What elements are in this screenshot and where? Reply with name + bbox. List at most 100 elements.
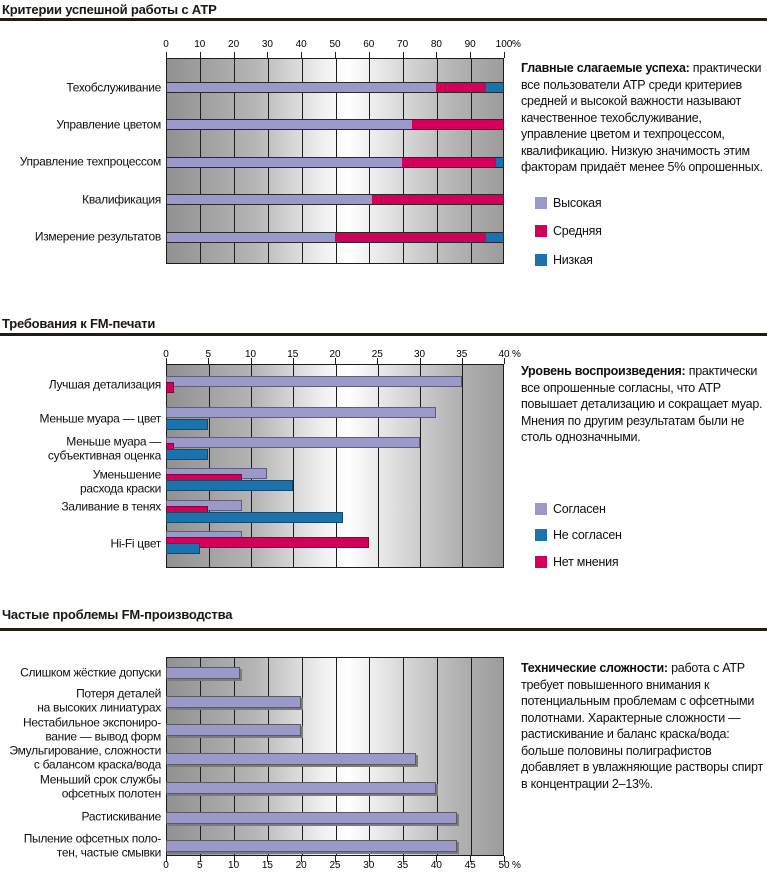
bar-segment-3	[486, 83, 503, 92]
category-label: Растискивание	[81, 809, 162, 824]
bar	[166, 724, 302, 736]
section-rule	[0, 333, 767, 336]
axis-tick-mark	[335, 52, 336, 58]
legend-label: Согласен	[553, 502, 606, 516]
axis-tick-label: 20	[295, 860, 307, 871]
axis-tick-mark	[436, 52, 438, 58]
gridline	[377, 365, 379, 567]
axis-tick-label: 45	[464, 860, 476, 871]
axis-tick-mark	[267, 856, 269, 862]
bar-series-3	[166, 449, 209, 460]
bar-row	[166, 232, 504, 243]
chart-note: Уровень воспроизведения: практически все…	[521, 363, 764, 446]
legend-swatch	[535, 529, 547, 541]
legend-label: Нет мнения	[553, 555, 619, 569]
axis-unit-label: %	[512, 349, 521, 360]
bar	[166, 782, 437, 794]
bar-series-1	[166, 407, 437, 418]
category-label: Потеря деталей на высоких линиатурах	[37, 686, 161, 714]
bar-segment-1	[167, 120, 413, 129]
bar-series-1	[166, 376, 462, 387]
axis-tick-mark	[470, 856, 472, 862]
note-lead: Технические сложности:	[521, 661, 668, 675]
gridline	[470, 658, 472, 855]
axis-tick-label: 35	[397, 860, 409, 871]
axis-tick-label: 5	[205, 349, 212, 360]
bar	[166, 812, 457, 824]
axis-tick-label: 60	[363, 39, 375, 50]
category-label: Измерение результатов	[34, 229, 161, 244]
bar-segment-2	[412, 120, 503, 129]
section-rule	[0, 628, 767, 631]
bar	[166, 840, 457, 852]
category-label: Лучшая детализация	[48, 377, 162, 392]
bar	[166, 667, 241, 679]
bar-segment-2	[335, 233, 487, 242]
bar	[166, 753, 417, 765]
legend-label: Средняя	[553, 224, 602, 238]
bar-segment-1	[167, 233, 335, 242]
category-label: Техобслуживание	[66, 80, 161, 95]
axis-tick-mark	[335, 358, 336, 364]
gridline	[251, 365, 252, 567]
axis-tick-label: 0	[163, 349, 169, 360]
axis-tick-label: 15	[261, 860, 273, 871]
category-label: Уменьшение расхода краски	[80, 467, 161, 495]
axis-tick-mark	[402, 52, 404, 58]
axis-tick-label: 50	[329, 39, 341, 50]
gridline	[208, 365, 210, 567]
legend-label: Низкая	[553, 253, 593, 267]
axis-tick-mark	[377, 358, 379, 364]
note-body: работа с АТР требует повышенного внимани…	[521, 661, 763, 791]
bar-series-3	[166, 543, 200, 554]
section-title: Критерии успешной работы с АТР	[2, 2, 217, 17]
bar-segment-3	[496, 158, 503, 167]
axis-tick-mark	[436, 856, 438, 862]
note-lead: Уровень воспроизведения:	[521, 364, 686, 378]
bar-segment-1	[167, 83, 436, 92]
category-label: Эмульгирование, сложности с балансом кра…	[9, 743, 161, 771]
axis-tick-mark	[301, 52, 303, 58]
bar-segment-2	[402, 158, 497, 167]
bar-segment-1	[167, 158, 403, 167]
axis-tick-mark	[199, 52, 201, 58]
note-body: практически все опрошенные согласны, что…	[521, 364, 763, 444]
axis-tick-label: 25	[329, 860, 341, 871]
bar-row	[166, 157, 504, 168]
section-rule	[0, 18, 767, 21]
bar-series-3	[166, 480, 293, 491]
axis-tick-label: 25	[371, 349, 383, 360]
legend-swatch	[535, 197, 547, 209]
legend-item: Не согласен	[535, 528, 622, 542]
legend-swatch	[535, 556, 547, 568]
bar-row	[166, 194, 504, 205]
category-label: Нестабильное экспониро- вание — вывод фо…	[23, 715, 161, 743]
category-label: Пыление офсетных поло- тен, частые смывк…	[23, 831, 162, 859]
axis-tick-mark	[402, 856, 404, 862]
axis-tick-label: 40	[498, 349, 510, 360]
axis-tick-label: 20	[329, 349, 341, 360]
axis-tick-mark	[292, 358, 294, 364]
legend-item: Согласен	[535, 502, 606, 516]
category-label: Управление цветом	[56, 117, 161, 132]
axis-tick-mark	[166, 52, 167, 58]
axis-tick-mark	[368, 52, 370, 58]
axis-tick-label: 100	[495, 39, 513, 50]
category-label: Меньший срок службы офсетных полотен	[39, 772, 161, 800]
legend-item: Нет мнения	[535, 555, 619, 569]
axis-tick-mark	[504, 856, 505, 862]
bar-segment-2	[371, 195, 503, 204]
section-title: Частые проблемы FM-производства	[2, 607, 233, 622]
axis-tick-mark	[267, 52, 269, 58]
legend-swatch	[535, 254, 547, 266]
legend-label: Не согласен	[553, 528, 622, 542]
bar-series-1	[166, 437, 420, 448]
legend-swatch	[535, 225, 547, 237]
axis-tick-mark	[233, 52, 235, 58]
bar-segment-3	[486, 233, 503, 242]
section-title: Требования к FM-печати	[2, 316, 156, 331]
axis-tick-mark	[250, 358, 252, 364]
axis-tick-label: 0	[163, 39, 169, 50]
axis-tick-label: 10	[228, 860, 240, 871]
axis-tick-label: 30	[261, 39, 273, 50]
